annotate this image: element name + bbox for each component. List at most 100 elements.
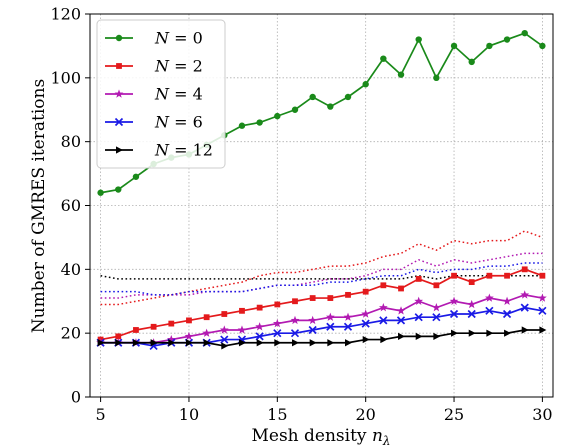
data-point: [290, 329, 300, 338]
legend-box: [96, 19, 226, 169]
data-point: [432, 313, 441, 322]
y-tick-label: 0: [71, 388, 81, 407]
data-point: [468, 279, 475, 285]
x-tick-label: 30: [532, 405, 552, 424]
data-point: [539, 272, 546, 279]
data-point: [362, 81, 369, 88]
data-point: [132, 173, 140, 180]
x-tick-label: 15: [267, 405, 287, 424]
data-point: [345, 291, 351, 298]
legend-marker: [116, 146, 123, 154]
data-point: [520, 303, 529, 312]
data-point: [380, 335, 388, 344]
data-point: [344, 93, 352, 101]
data-point: [415, 276, 422, 282]
series-5: [100, 230, 543, 306]
legend-label: N = 6: [154, 113, 203, 132]
data-point: [362, 335, 370, 344]
data-point: [272, 318, 282, 328]
data-point: [486, 272, 493, 279]
series-7: [100, 262, 543, 296]
data-point: [326, 322, 335, 331]
data-point: [468, 329, 476, 337]
data-point: [521, 29, 528, 37]
axis-ticks: 5 10 15 20 25 30 0 20 40 60 80 100 120: [50, 5, 552, 425]
data-point: [238, 122, 246, 129]
data-point: [379, 316, 388, 325]
legend-marker: [114, 89, 124, 98]
data-point: [521, 266, 528, 273]
series-8: [100, 274, 543, 280]
data-point: [378, 303, 388, 312]
data-point: [239, 307, 245, 314]
series-6: [100, 252, 543, 299]
data-point: [220, 335, 229, 344]
data-point: [397, 71, 405, 78]
data-point: [361, 319, 370, 328]
data-point: [361, 309, 371, 318]
data-point: [396, 316, 406, 325]
data-point: [150, 339, 158, 347]
data-point: [433, 74, 440, 82]
series-line: [100, 230, 543, 306]
data-point: [343, 312, 353, 321]
data-point: [255, 332, 264, 341]
legend-marker: [116, 63, 122, 69]
legend-label: N = 2: [154, 57, 203, 76]
data-point: [150, 323, 157, 330]
data-point: [503, 36, 511, 43]
data-point: [184, 331, 194, 341]
data-point: [398, 332, 406, 340]
data-point: [256, 304, 263, 311]
data-point: [345, 339, 353, 347]
data-point: [504, 272, 510, 279]
data-point: [202, 328, 212, 337]
data-point: [414, 313, 423, 322]
data-point: [238, 339, 246, 347]
y-tick-label: 100: [50, 68, 81, 87]
data-point: [168, 339, 176, 347]
data-point: [467, 309, 476, 319]
x-tick-label: 10: [179, 405, 199, 424]
legend-item: N = 0: [105, 29, 203, 48]
data-point: [291, 339, 299, 347]
data-point: [433, 282, 440, 289]
data-point: [308, 315, 318, 325]
data-point: [291, 106, 299, 113]
series-line: [100, 262, 543, 296]
data-point: [343, 322, 353, 331]
legend-item: N = 6: [105, 113, 203, 132]
data-point: [502, 296, 512, 305]
data-point: [186, 317, 192, 324]
data-point: [539, 326, 547, 334]
data-point: [539, 42, 546, 50]
data-point: [273, 329, 282, 338]
y-tick-label: 40: [61, 260, 81, 279]
data-point: [502, 309, 512, 319]
data-point: [327, 103, 334, 110]
x-tick-label: 25: [444, 405, 464, 424]
data-point: [274, 301, 281, 308]
legend-marker: [114, 117, 124, 127]
legend-label: N = 4: [154, 85, 203, 104]
data-point: [449, 296, 459, 305]
data-point: [325, 312, 335, 321]
data-point: [433, 332, 441, 340]
data-point: [97, 339, 105, 347]
data-point: [449, 309, 459, 319]
data-point: [97, 189, 104, 196]
data-point: [166, 334, 176, 344]
y-tick-label: 120: [50, 5, 81, 24]
data-point: [133, 327, 139, 333]
data-point: [274, 112, 281, 120]
series-line: [100, 274, 543, 280]
data-point: [309, 93, 316, 101]
data-point: [380, 282, 387, 289]
data-point: [221, 311, 228, 317]
data-point: [115, 333, 122, 340]
series-line: [100, 293, 543, 344]
series-line: [100, 252, 543, 299]
data-point: [486, 329, 494, 337]
series-line: [100, 268, 543, 341]
